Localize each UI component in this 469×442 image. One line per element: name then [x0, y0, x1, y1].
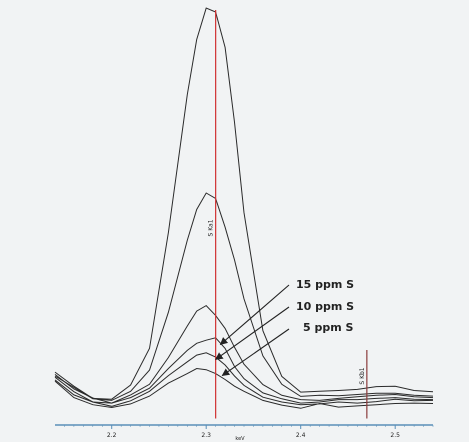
- annotation-label-3: 5 ppm S: [303, 321, 354, 334]
- series-line-2: [54, 192, 434, 401]
- x-tick-label-2: 2.3: [201, 432, 211, 439]
- series-line-1: [54, 7, 434, 400]
- annotation-group: 15 ppm S 10 ppm S 5 ppm S: [215, 278, 354, 377]
- annotation-label-2: 10 ppm S: [296, 300, 354, 313]
- annotation-label-1: 15 ppm S: [296, 278, 354, 291]
- x-tick-label-1: 2.2: [107, 432, 117, 439]
- x-tick-label-4: 2.5: [390, 432, 400, 439]
- series-line-6: [54, 367, 434, 409]
- marker-label-2: S Kb1: [359, 367, 366, 384]
- annotation-arrow-1: [219, 284, 290, 346]
- x-tick-label-3: 2.4: [296, 432, 306, 439]
- series-group: [54, 7, 434, 409]
- annotation-arrow-3: [221, 328, 290, 377]
- marker-group: S Ka1 S Kb1: [208, 10, 368, 419]
- series-line-4: [54, 337, 434, 404]
- x-axis: 2.2 2.3 2.4 2.5: [55, 424, 434, 439]
- marker-label-1: S Ka1: [208, 219, 215, 236]
- annotation-arrow-2: [215, 306, 290, 360]
- x-axis-label: keV: [235, 436, 245, 442]
- series-line-3: [54, 304, 434, 404]
